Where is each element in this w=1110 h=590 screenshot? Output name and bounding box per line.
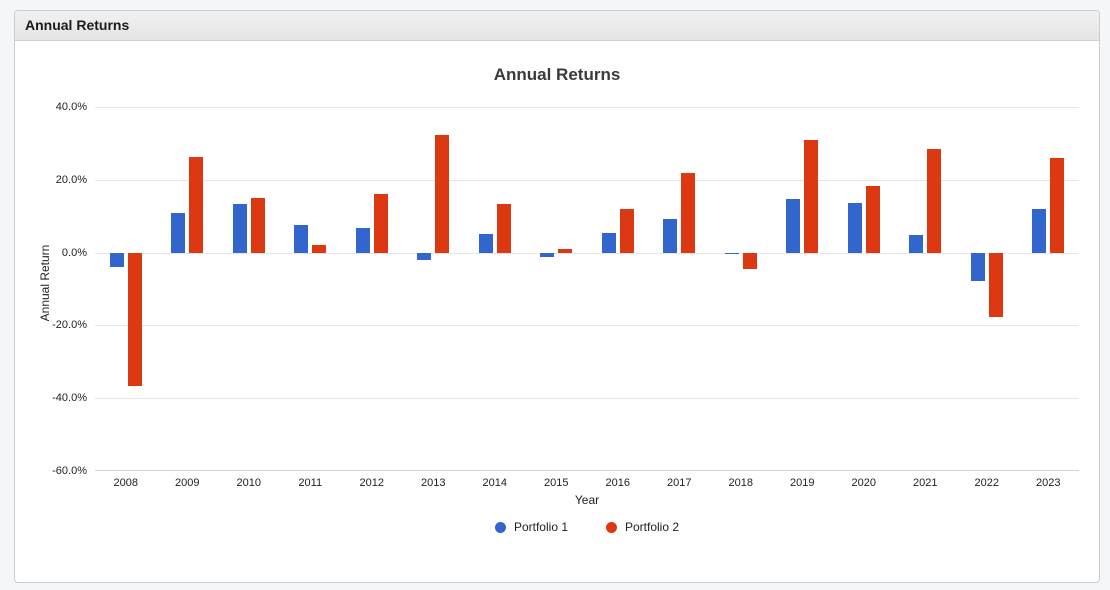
bar-portfolio-2-2010[interactable] bbox=[250, 197, 265, 253]
panel-header: Annual Returns bbox=[15, 11, 1099, 41]
y-axis-title: Annual Return bbox=[38, 244, 52, 322]
bar-portfolio-1-2017[interactable] bbox=[663, 219, 678, 253]
bar-portfolio-2-2015[interactable] bbox=[558, 248, 573, 253]
bar-portfolio-2-2016[interactable] bbox=[619, 209, 634, 253]
bar-portfolio-1-2019[interactable] bbox=[786, 198, 801, 253]
y-tick-label: 40.0% bbox=[55, 100, 87, 113]
bar-portfolio-2-2018[interactable] bbox=[742, 252, 757, 269]
chart-title: Annual Returns bbox=[493, 65, 621, 84]
annual-returns-panel: Annual Returns Annual Returns Annual Ret… bbox=[14, 10, 1100, 583]
x-tick-label-2022: 2022 bbox=[974, 477, 999, 489]
bar-portfolio-1-2020[interactable] bbox=[847, 202, 862, 253]
bar-portfolio-1-2010[interactable] bbox=[232, 204, 247, 253]
legend-marker-icon bbox=[606, 521, 617, 533]
x-tick-label-2010: 2010 bbox=[236, 477, 261, 489]
bar-portfolio-1-2021[interactable] bbox=[909, 235, 924, 253]
bar-portfolio-2-2020[interactable] bbox=[865, 186, 880, 253]
plot-area: Year Portfolio 1 Portfolio 2 40.0% 20.0% 0.… bbox=[52, 96, 1079, 534]
gridline bbox=[95, 106, 1079, 108]
x-tick-label-2013: 2013 bbox=[421, 477, 446, 489]
x-tick-label-2014: 2014 bbox=[482, 477, 507, 489]
bar-portfolio-2-2009[interactable] bbox=[189, 156, 204, 253]
bar-portfolio-1-2016[interactable] bbox=[601, 232, 616, 253]
x-tick-label-2018: 2018 bbox=[728, 477, 753, 489]
x-tick-label-2020: 2020 bbox=[851, 477, 876, 489]
bar-portfolio-1-2015[interactable] bbox=[540, 252, 555, 258]
x-tick-label-2019: 2019 bbox=[790, 477, 815, 489]
y-tick-label: 0.0% bbox=[61, 246, 87, 259]
legend: Portfolio 1 Portfolio 2 bbox=[494, 520, 679, 534]
bar-portfolio-2-2022[interactable] bbox=[988, 252, 1003, 318]
bar-portfolio-1-2022[interactable] bbox=[970, 252, 985, 281]
chart-region: Annual Returns Annual Return Year Portfo… bbox=[15, 41, 1099, 582]
bar-portfolio-2-2014[interactable] bbox=[496, 203, 511, 253]
bar-portfolio-2-2008[interactable] bbox=[127, 252, 142, 386]
bar-portfolio-2-2023[interactable] bbox=[1050, 157, 1065, 253]
bar-portfolio-1-2008[interactable] bbox=[109, 252, 124, 268]
legend-label: Portfolio 2 bbox=[625, 520, 680, 534]
legend-item-portfolio-2[interactable]: Portfolio 2 bbox=[606, 520, 679, 534]
y-tick-label: -40.0% bbox=[52, 392, 87, 405]
y-tick-label: -20.0% bbox=[52, 319, 87, 332]
gridline bbox=[95, 252, 1079, 254]
panel-title: Annual Returns bbox=[25, 17, 130, 33]
bar-portfolio-2-2013[interactable] bbox=[435, 135, 450, 253]
bar-portfolio-1-2014[interactable] bbox=[478, 234, 493, 253]
bar-portfolio-2-2019[interactable] bbox=[804, 139, 819, 253]
bar-portfolio-1-2018[interactable] bbox=[724, 252, 739, 255]
x-tick-label-2016: 2016 bbox=[605, 477, 630, 489]
bar-portfolio-2-2017[interactable] bbox=[681, 173, 696, 253]
bar-portfolio-1-2009[interactable] bbox=[171, 212, 186, 253]
legend-item-portfolio-1[interactable]: Portfolio 1 bbox=[494, 520, 568, 534]
y-tick-label: -60.0% bbox=[52, 465, 87, 477]
legend-label: Portfolio 1 bbox=[513, 520, 568, 534]
gridline bbox=[95, 398, 1079, 400]
gridline bbox=[95, 179, 1079, 181]
bar-portfolio-1-2013[interactable] bbox=[417, 252, 432, 260]
bar-portfolio-1-2023[interactable] bbox=[1032, 209, 1047, 253]
x-tick-label-2023: 2023 bbox=[1036, 477, 1061, 489]
x-tick-label-2017: 2017 bbox=[667, 477, 692, 489]
bar-portfolio-1-2011[interactable] bbox=[294, 225, 309, 253]
gridline bbox=[95, 325, 1079, 327]
legend-marker-icon bbox=[494, 521, 506, 533]
bar-portfolio-2-2021[interactable] bbox=[927, 148, 942, 253]
x-tick-label-2008: 2008 bbox=[113, 477, 138, 489]
x-axis-title: Year bbox=[574, 493, 600, 507]
bar-portfolio-1-2012[interactable] bbox=[355, 228, 370, 253]
x-tick-label-2012: 2012 bbox=[359, 477, 384, 489]
bar-portfolio-2-2011[interactable] bbox=[312, 245, 327, 253]
x-tick-label-2009: 2009 bbox=[175, 477, 200, 489]
x-tick-label-2021: 2021 bbox=[913, 477, 938, 489]
y-tick-label: 20.0% bbox=[55, 173, 87, 186]
x-tick-label-2015: 2015 bbox=[544, 477, 569, 489]
bar-portfolio-2-2012[interactable] bbox=[373, 194, 388, 253]
x-tick-label-2011: 2011 bbox=[298, 477, 323, 489]
